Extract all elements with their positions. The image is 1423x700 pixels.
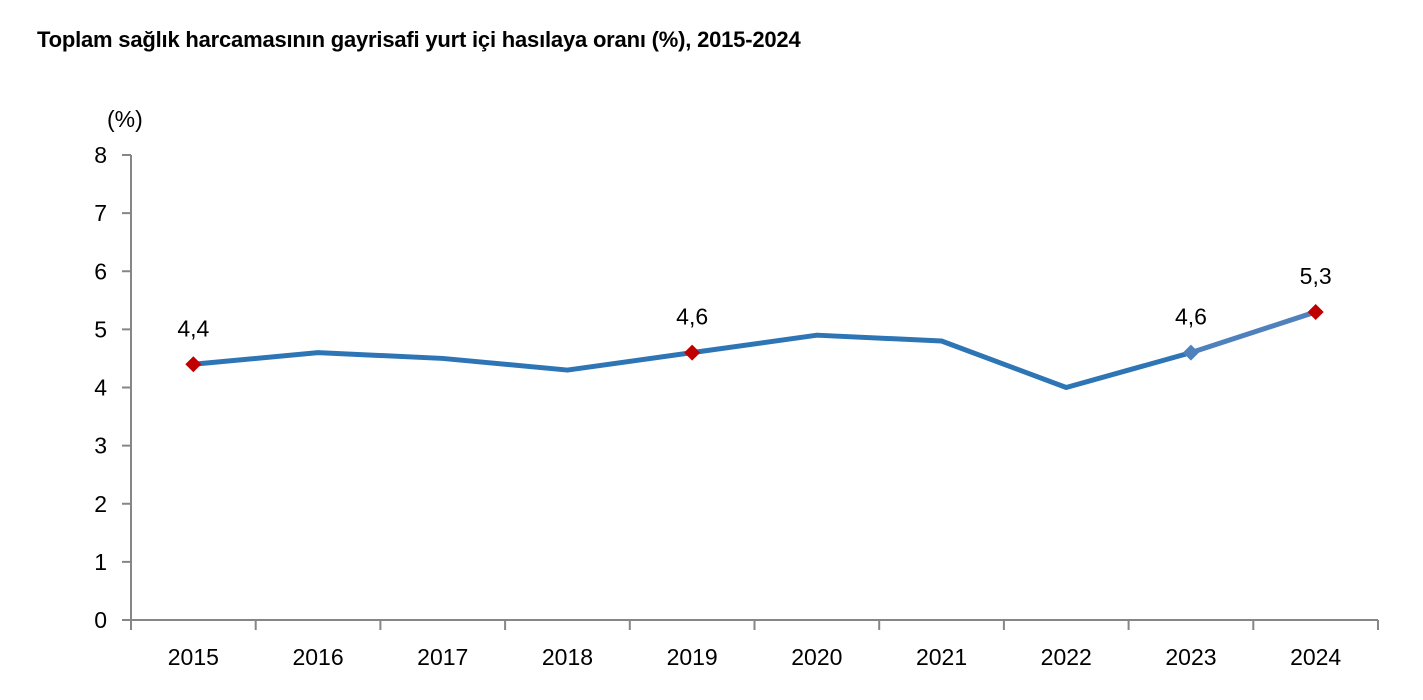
y-tick-label: 1 — [94, 549, 107, 575]
data-label: 5,3 — [1300, 263, 1332, 289]
x-tick-label: 2023 — [1165, 644, 1216, 670]
y-tick-label: 8 — [94, 142, 107, 168]
x-tick-label: 2015 — [168, 644, 219, 670]
chart-title: Toplam sağlık harcamasının gayrisafi yur… — [37, 27, 801, 52]
x-tick-label: 2016 — [292, 644, 343, 670]
diamond-marker-icon — [684, 344, 701, 361]
x-tick-label: 2022 — [1041, 644, 1092, 670]
y-axis: 0 1 2 3 4 5 6 7 8 — [94, 142, 132, 633]
data-label: 4,6 — [1175, 304, 1207, 330]
data-series — [190, 309, 1319, 390]
x-tick-label: 2019 — [667, 644, 718, 670]
series-line-last-segment — [1188, 309, 1319, 356]
diamond-marker-icon — [1307, 303, 1324, 320]
data-label: 4,4 — [177, 315, 209, 341]
diamond-marker-icon — [185, 356, 202, 373]
x-tick-label: 2024 — [1290, 644, 1341, 670]
x-tick-label: 2018 — [542, 644, 593, 670]
y-tick-label: 6 — [94, 258, 107, 284]
y-tick-label: 4 — [94, 375, 107, 401]
diamond-marker-icon — [1182, 344, 1199, 361]
y-tick-label: 2 — [94, 491, 107, 517]
series-line — [190, 332, 1194, 390]
y-tick-label: 7 — [94, 200, 107, 226]
y-tick-label: 0 — [94, 607, 107, 633]
y-tick-label: 5 — [94, 316, 107, 342]
y-tick-label: 3 — [94, 433, 107, 459]
x-tick-label: 2021 — [916, 644, 967, 670]
x-tick-label: 2020 — [791, 644, 842, 670]
data-markers — [185, 303, 1324, 373]
data-label: 4,6 — [676, 304, 708, 330]
data-labels: 4,4 4,6 4,6 5,3 — [177, 263, 1331, 341]
y-axis-unit-label: (%) — [107, 106, 143, 132]
x-tick-label: 2017 — [417, 644, 468, 670]
x-axis: 2015 2016 2017 2018 2019 2020 2021 2022 2023 2024 — [122, 619, 1379, 670]
